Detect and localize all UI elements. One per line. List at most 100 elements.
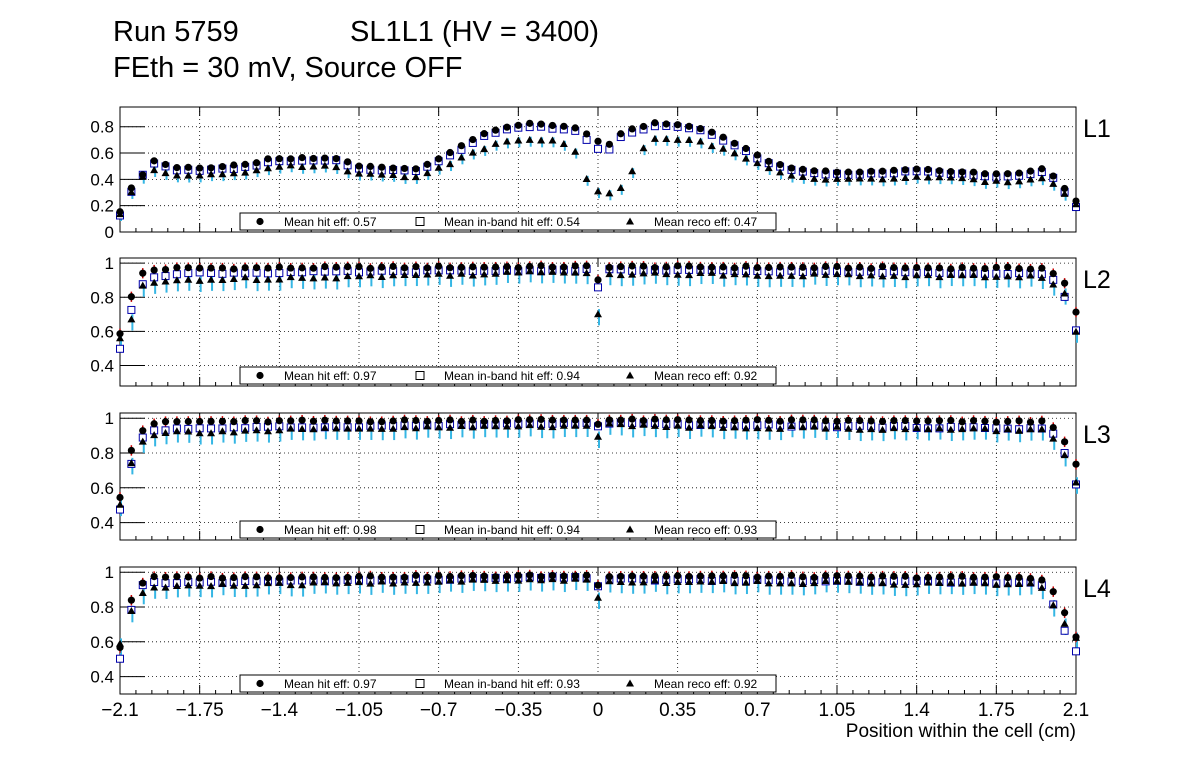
hit-marker bbox=[981, 170, 989, 178]
hit-marker bbox=[639, 122, 648, 131]
hit-marker bbox=[708, 416, 716, 425]
reco-marker bbox=[582, 575, 591, 583]
reco-marker bbox=[377, 424, 386, 432]
hit-marker bbox=[639, 262, 648, 270]
reco-marker bbox=[468, 575, 477, 583]
y-tick-label: 0.6 bbox=[90, 144, 114, 163]
reco-marker bbox=[855, 272, 864, 280]
hit-marker bbox=[298, 264, 306, 272]
hit-marker bbox=[355, 417, 363, 425]
reco-marker bbox=[320, 273, 329, 281]
hit-marker bbox=[617, 130, 625, 138]
reco-marker bbox=[844, 174, 853, 182]
reco-marker bbox=[582, 269, 591, 277]
reco-marker bbox=[912, 580, 921, 588]
panel-label: L4 bbox=[1083, 575, 1111, 603]
reco-marker bbox=[582, 421, 591, 429]
reco-marker bbox=[901, 425, 910, 433]
reco-marker bbox=[218, 170, 227, 178]
reco-marker bbox=[320, 423, 329, 431]
hit-marker bbox=[1049, 423, 1057, 432]
legend-inband-marker bbox=[415, 525, 425, 534]
reco-marker bbox=[548, 267, 557, 275]
reco-marker bbox=[1060, 289, 1069, 297]
reco-marker bbox=[423, 270, 432, 278]
x-tick-label: 0 bbox=[593, 700, 604, 721]
hit-marker bbox=[526, 119, 534, 127]
reco-marker bbox=[366, 424, 375, 432]
reco-marker bbox=[525, 135, 534, 143]
reco-marker bbox=[525, 575, 534, 583]
reco-marker bbox=[229, 581, 238, 589]
hit-marker bbox=[400, 164, 409, 173]
hit-marker bbox=[969, 168, 978, 176]
hit-marker bbox=[685, 262, 693, 270]
hit-marker bbox=[674, 572, 682, 580]
reco-marker bbox=[958, 579, 967, 587]
reco-marker bbox=[730, 423, 739, 431]
panel-label: L2 bbox=[1083, 266, 1111, 294]
hit-marker bbox=[150, 157, 158, 165]
hit-marker bbox=[287, 264, 295, 272]
hit-marker bbox=[730, 571, 739, 580]
hit-marker bbox=[457, 572, 466, 580]
reco-marker bbox=[696, 137, 705, 145]
y-tick-label: 0.8 bbox=[90, 118, 114, 137]
hit-marker bbox=[548, 121, 557, 130]
hit-marker bbox=[810, 573, 818, 582]
hit-marker bbox=[230, 161, 238, 169]
hit-marker bbox=[969, 264, 978, 272]
reco-marker bbox=[935, 579, 944, 587]
hit-marker bbox=[264, 418, 272, 426]
hit-marker bbox=[901, 572, 909, 580]
hit-marker bbox=[139, 269, 147, 277]
hit-marker bbox=[218, 264, 227, 272]
reco-marker bbox=[810, 422, 819, 430]
hit-marker bbox=[924, 573, 932, 582]
reco-marker bbox=[514, 268, 523, 276]
reco-marker bbox=[332, 163, 341, 171]
inband-marker bbox=[127, 305, 136, 314]
reco-marker bbox=[502, 137, 511, 145]
hit-marker bbox=[275, 417, 283, 425]
reco-marker bbox=[252, 581, 261, 589]
legend-box bbox=[239, 674, 777, 693]
hit-marker bbox=[1015, 265, 1023, 273]
x-tick-label: −1.05 bbox=[335, 700, 383, 721]
reco-marker bbox=[457, 422, 466, 430]
reco-marker bbox=[195, 276, 204, 284]
hit-marker bbox=[230, 574, 238, 582]
y-tick-label: 0.8 bbox=[90, 444, 114, 463]
hit-marker bbox=[139, 427, 147, 435]
hit-marker bbox=[913, 574, 921, 582]
hit-marker bbox=[275, 263, 283, 271]
reco-marker bbox=[628, 578, 637, 586]
reco-marker bbox=[1015, 177, 1024, 185]
hit-marker bbox=[344, 158, 352, 166]
legend: Mean hit eff: 0.97 Mean in-band hit eff: … bbox=[239, 674, 777, 693]
hit-marker bbox=[890, 417, 898, 425]
x-tick-label: −1.75 bbox=[176, 700, 224, 721]
hit-marker bbox=[628, 415, 636, 423]
hit-marker bbox=[571, 262, 579, 270]
reco-marker bbox=[400, 578, 409, 586]
hit-marker bbox=[332, 417, 340, 425]
reco-marker bbox=[707, 142, 716, 150]
reco-marker bbox=[798, 173, 807, 181]
reco-marker bbox=[980, 579, 989, 587]
reco-marker bbox=[423, 422, 432, 430]
reco-marker bbox=[343, 424, 352, 432]
hit-marker bbox=[924, 417, 932, 425]
reco-marker bbox=[889, 424, 898, 432]
hit-marker bbox=[958, 168, 966, 176]
hit-marker bbox=[1072, 308, 1080, 316]
hit-marker bbox=[1049, 588, 1057, 596]
reco-marker bbox=[992, 176, 1001, 184]
hit-marker bbox=[241, 416, 249, 425]
legend-hit-marker bbox=[256, 525, 264, 534]
hit-marker bbox=[389, 164, 397, 172]
reco-marker bbox=[138, 281, 147, 289]
reco-marker bbox=[1072, 478, 1080, 486]
hit-marker bbox=[856, 416, 864, 425]
reco-marker bbox=[901, 580, 910, 588]
